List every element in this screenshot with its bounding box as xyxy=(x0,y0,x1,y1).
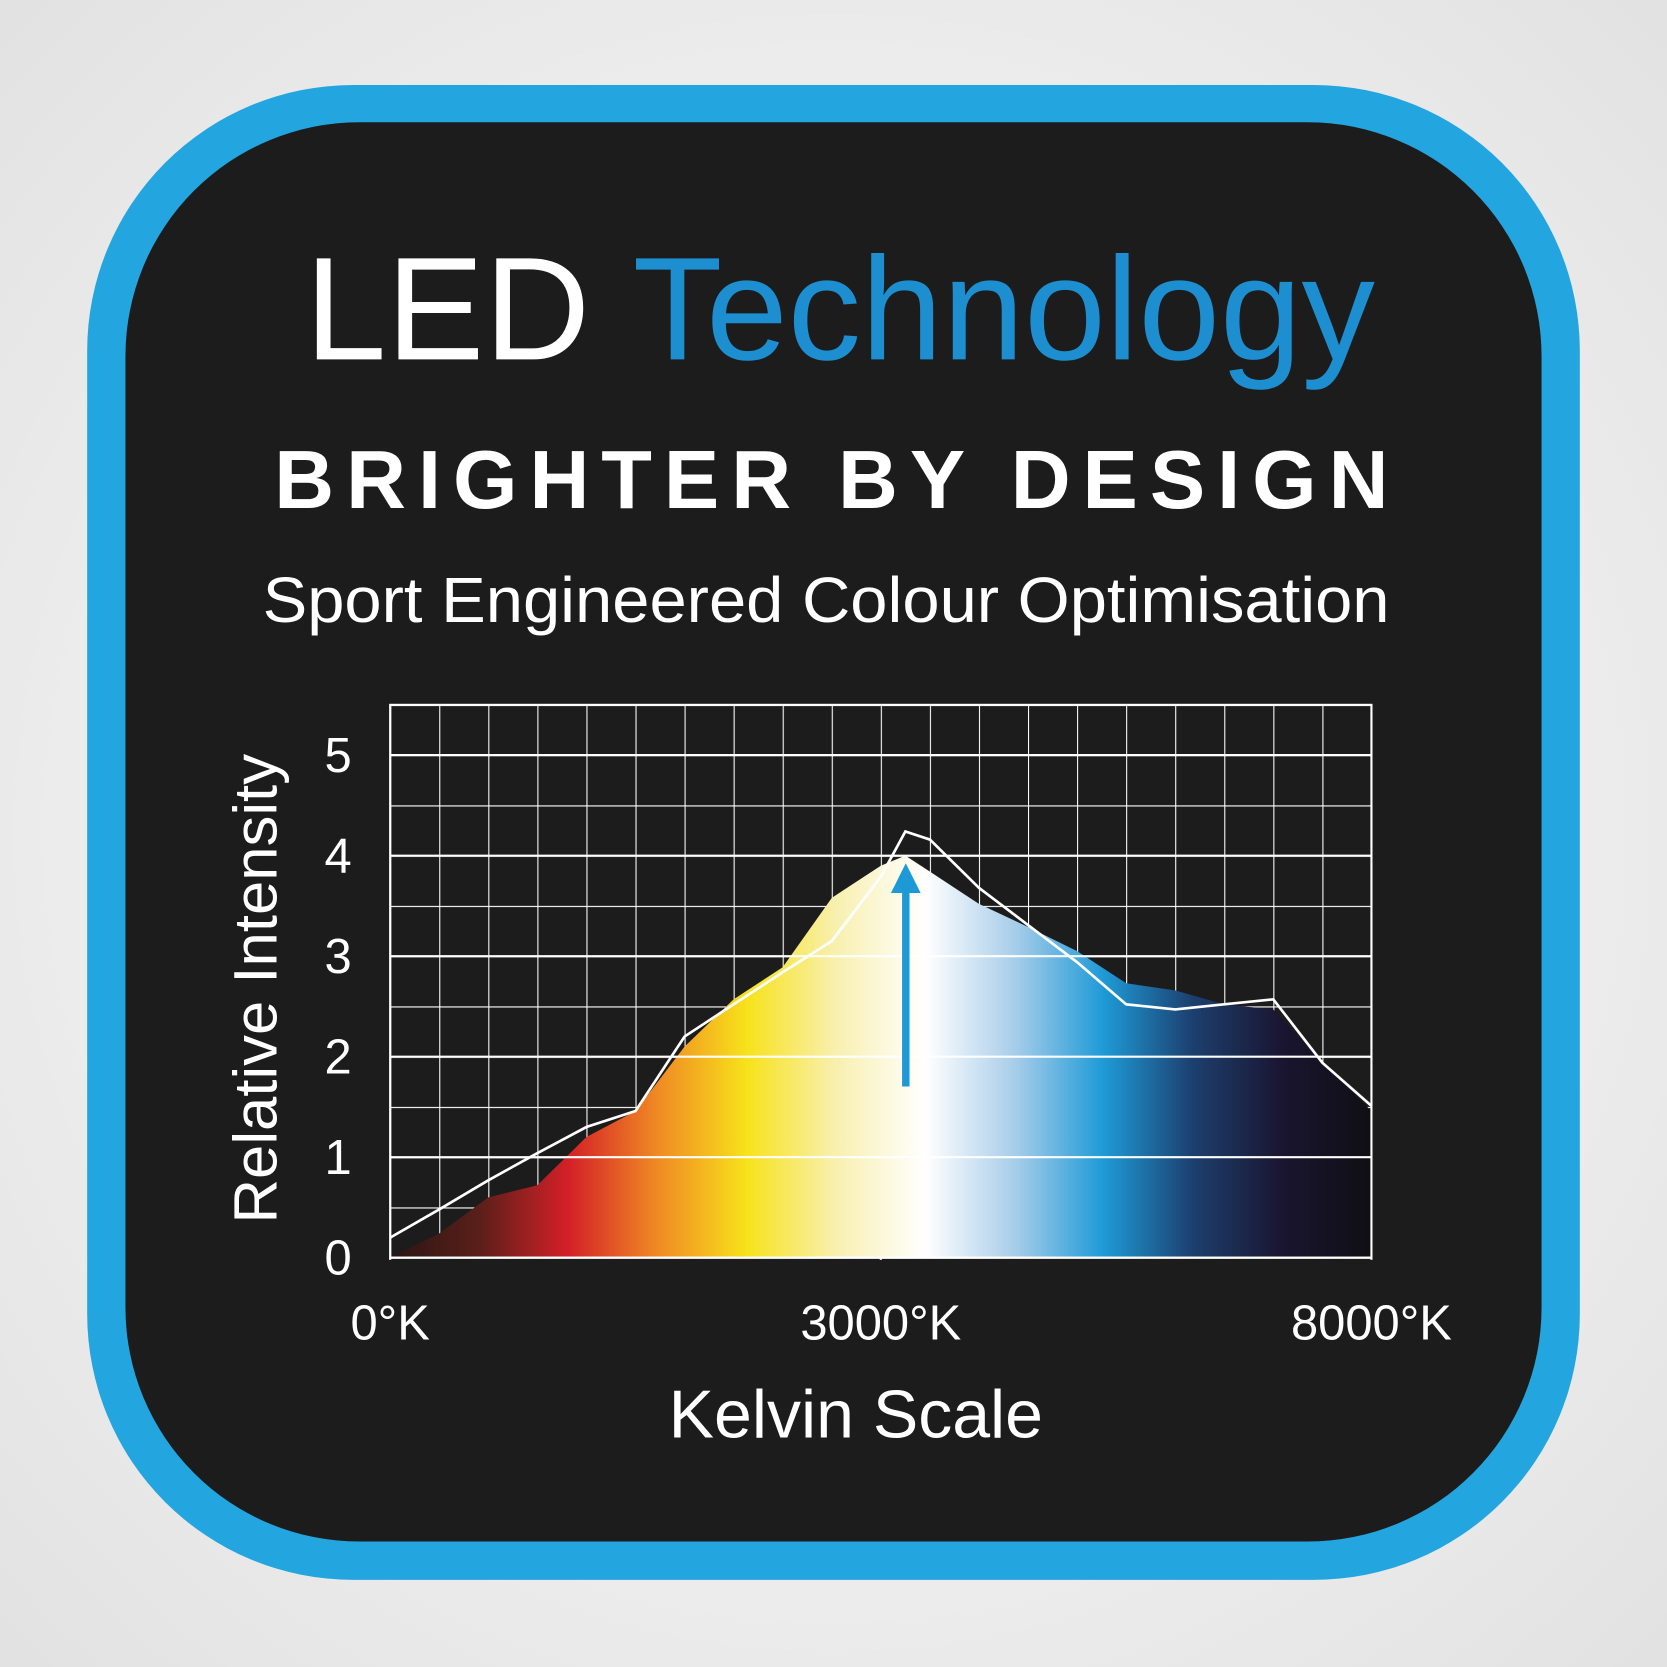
title-technology: Technology xyxy=(633,227,1376,391)
plot-frame xyxy=(389,703,1373,1259)
y-tick-label: 1 xyxy=(324,1131,351,1185)
arrow-head xyxy=(890,863,921,894)
title: LED Technology xyxy=(305,227,1376,391)
x-axis-title: Kelvin Scale xyxy=(669,1376,1043,1452)
subtitle: Sport Engineered Colour Optimisation xyxy=(263,564,1390,636)
title-led: LED xyxy=(305,227,590,391)
x-tick-label: 0°K xyxy=(350,1297,430,1351)
y-tick-label: 2 xyxy=(324,1031,351,1085)
y-tick-label: 3 xyxy=(324,930,351,984)
x-tick-label: 3000°K xyxy=(800,1297,961,1351)
y-tick-label: 0 xyxy=(324,1232,351,1286)
y-axis-title: Relative Intensity xyxy=(221,754,290,1224)
x-tick-label: 8000°K xyxy=(1291,1297,1452,1351)
y-tick-label: 5 xyxy=(324,729,351,783)
chart: Relative Intensity Kelvin Scale 0 1 2 3 4 5 0°… xyxy=(221,703,1452,1452)
y-tick-label: 4 xyxy=(324,830,351,884)
intensity-line xyxy=(389,829,1373,1239)
